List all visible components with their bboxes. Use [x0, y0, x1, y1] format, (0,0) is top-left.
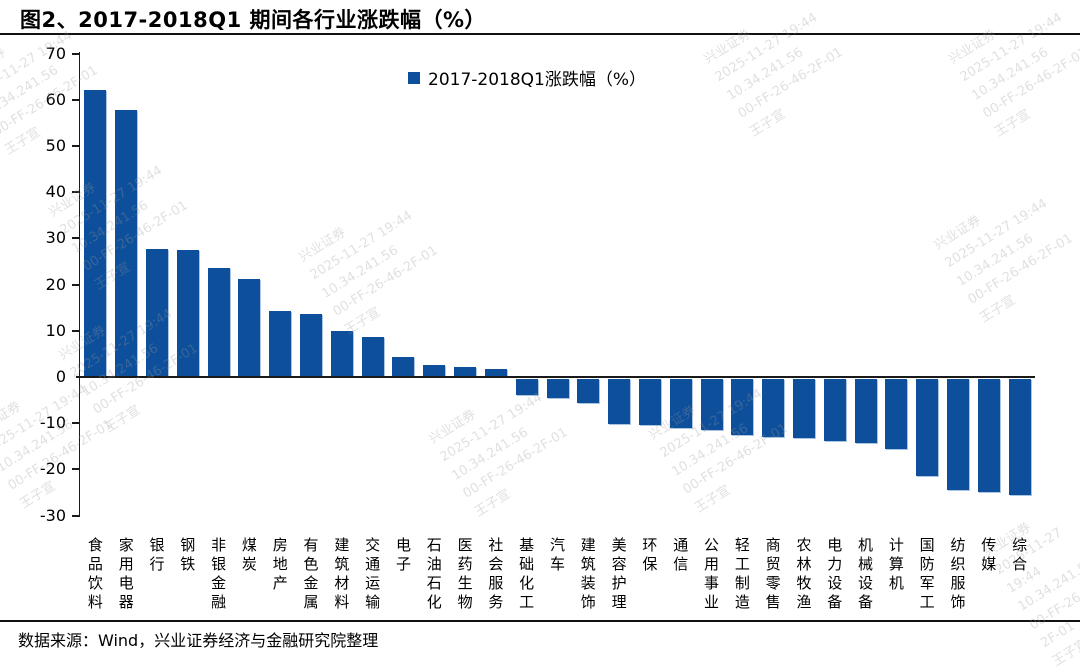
bar-通信 — [669, 379, 692, 428]
x-label-非银金融: 非 银 金 融 — [211, 536, 227, 611]
y-tick-mark--20 — [72, 468, 80, 471]
x-label-环保: 环 保 — [642, 536, 658, 573]
y-tick-label-60: 60 — [45, 89, 66, 109]
x-label-商贸零售: 商 贸 零 售 — [765, 536, 781, 611]
bar-非银金融 — [207, 267, 230, 377]
bar-综合 — [1008, 379, 1031, 496]
bar-环保 — [638, 379, 661, 426]
footer-divider — [0, 620, 1080, 622]
x-label-医药生物: 医 药 生 物 — [457, 536, 473, 611]
x-label-计算机: 计 算 机 — [888, 536, 904, 592]
y-tick-label--30: -30 — [39, 505, 66, 525]
x-label-农林牧渔: 农 林 牧 渔 — [796, 536, 812, 611]
bar-基础化工 — [515, 379, 538, 396]
bar-公用事业 — [700, 379, 723, 430]
y-tick-mark-40 — [72, 191, 80, 194]
bar-社会服务 — [484, 368, 507, 377]
x-label-国防军工: 国 防 军 工 — [919, 536, 935, 611]
bar-食品饮料 — [84, 89, 107, 377]
y-tick-mark-10 — [72, 329, 80, 332]
figure-title: 图2、2017-2018Q1 期间各行业涨跌幅（%） — [20, 8, 487, 32]
x-label-传媒: 传 媒 — [981, 536, 997, 573]
x-label-基础化工: 基 础 化 工 — [519, 536, 535, 611]
x-label-房地产: 房 地 产 — [272, 536, 288, 592]
bar-煤炭 — [238, 279, 261, 377]
x-axis-line — [76, 376, 1035, 378]
y-tick-mark-30 — [72, 237, 80, 240]
bar-电力设备 — [823, 379, 846, 442]
bar-传媒 — [977, 379, 1000, 493]
y-tick-mark-50 — [72, 145, 80, 147]
x-label-钢铁: 钢 铁 — [180, 536, 196, 573]
bar-钢铁 — [176, 250, 199, 377]
y-tick-mark--30 — [72, 514, 80, 517]
y-tick-label-70: 70 — [45, 43, 66, 63]
bar-建筑材料 — [330, 331, 353, 377]
y-tick-label-50: 50 — [45, 136, 66, 155]
source-note: 数据来源：Wind，兴业证券经济与金融研究院整理 — [18, 631, 379, 650]
x-label-公用事业: 公 用 事 业 — [704, 536, 720, 611]
bar-交通运输 — [361, 336, 384, 377]
watermark: 兴业证券 2025-11-27 19:44 10.34.241.56 00-FF… — [981, 519, 1080, 670]
bar-轻工制造 — [731, 379, 754, 436]
x-label-美容护理: 美 容 护 理 — [611, 536, 627, 611]
bar-医药生物 — [454, 367, 477, 377]
x-label-通信: 通 信 — [673, 536, 689, 573]
y-tick-label--20: -20 — [39, 459, 66, 479]
bar-商贸零售 — [762, 379, 785, 438]
x-label-综合: 综 合 — [1012, 536, 1028, 573]
y-tick-label--10: -10 — [39, 413, 66, 433]
x-label-纺织服饰: 纺 织 服 饰 — [950, 536, 966, 611]
x-label-石油石化: 石 油 石 化 — [426, 536, 442, 611]
bar-国防军工 — [916, 379, 939, 477]
y-tick-label-20: 20 — [45, 274, 66, 294]
title-divider — [0, 33, 1080, 35]
y-tick-label-10: 10 — [45, 320, 66, 340]
x-label-银行: 银 行 — [149, 536, 165, 573]
bar-美容护理 — [608, 379, 631, 424]
legend-label: 2017-2018Q1涨跌幅（%） — [428, 70, 647, 90]
bar-纺织服饰 — [946, 379, 969, 490]
x-label-食品饮料: 食 品 饮 料 — [87, 536, 103, 611]
x-label-电力设备: 电 力 设 备 — [827, 536, 843, 611]
x-label-交通运输: 交 通 运 输 — [365, 536, 381, 611]
x-label-家用电器: 家 用 电 器 — [118, 536, 134, 611]
bar-农林牧渔 — [792, 379, 815, 439]
chart-legend: 2017-2018Q1涨跌幅（%） — [408, 65, 646, 90]
y-axis-line — [79, 52, 80, 517]
y-tick-mark-20 — [72, 283, 80, 286]
x-label-有色金属: 有 色 金 属 — [303, 536, 319, 611]
watermark: 兴业证券 2025-11-27 19:44 10.34.241.56 00-FF… — [701, 10, 846, 140]
x-label-电子: 电 子 — [395, 536, 411, 573]
x-label-轻工制造: 轻 工 制 造 — [734, 536, 750, 611]
y-tick-label-30: 30 — [45, 228, 66, 248]
x-label-煤炭: 煤 炭 — [241, 536, 257, 573]
legend-swatch — [408, 71, 420, 84]
y-tick-mark-60 — [72, 98, 80, 101]
x-label-社会服务: 社 会 服 务 — [488, 536, 504, 611]
x-label-机械设备: 机 械 设 备 — [858, 536, 874, 611]
y-tick-label-40: 40 — [45, 182, 66, 202]
bar-房地产 — [269, 310, 292, 377]
x-label-建筑材料: 建 筑 材 料 — [334, 536, 350, 611]
y-tick-mark--10 — [72, 422, 80, 425]
bar-建筑装饰 — [577, 379, 600, 404]
bar-机械设备 — [854, 379, 877, 444]
bar-银行 — [146, 248, 169, 377]
bar-电子 — [392, 356, 415, 377]
y-tick-mark-70 — [72, 52, 80, 55]
bar-家用电器 — [115, 109, 138, 377]
bar-石油石化 — [423, 365, 446, 377]
watermark: 兴业证券 2025-11-27 19:44 10.34.241.56 00-FF… — [946, 10, 1080, 140]
x-label-建筑装饰: 建 筑 装 饰 — [580, 536, 596, 611]
bar-有色金属 — [300, 313, 323, 377]
bar-计算机 — [885, 379, 908, 449]
watermark: 兴业证券 2025-11-27 19:44 10.34.241.56 00-FF… — [931, 196, 1076, 326]
bar-汽车 — [546, 379, 569, 399]
x-label-汽车: 汽 车 — [549, 536, 565, 573]
y-tick-label-0: 0 — [55, 367, 66, 386]
